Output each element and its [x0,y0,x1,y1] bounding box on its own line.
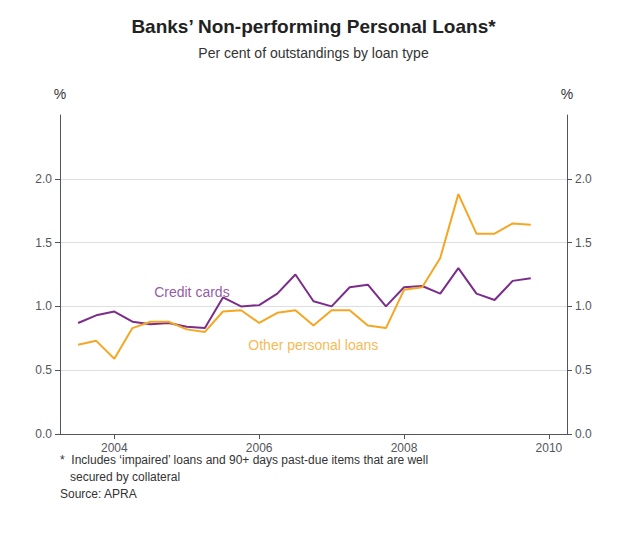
svg-text:%: % [54,86,66,102]
svg-text:0.0: 0.0 [575,427,592,441]
svg-text:Banks’ Non-performing Personal: Banks’ Non-performing Personal Loans* [131,16,496,37]
svg-text:Credit cards: Credit cards [154,284,229,300]
svg-text:* Includes ‘impaired’ loans a: * Includes ‘impaired’ loans and 90+ days… [60,453,428,467]
svg-text:2.0: 2.0 [575,172,592,186]
svg-text:Source: APRA: Source: APRA [60,487,137,501]
svg-text:1.5: 1.5 [35,236,52,250]
svg-text:1.5: 1.5 [575,236,592,250]
svg-text:2004: 2004 [101,441,128,455]
svg-text:Per cent of outstandings by lo: Per cent of outstandings by loan type [198,45,429,61]
svg-text:0.0: 0.0 [35,427,52,441]
svg-text:0.5: 0.5 [575,363,592,377]
svg-text:1.0: 1.0 [575,299,592,313]
svg-text:2.0: 2.0 [35,172,52,186]
svg-text:Other personal loans: Other personal loans [248,337,378,353]
svg-text:2006: 2006 [246,441,273,455]
svg-text:2010: 2010 [536,441,563,455]
svg-text:secured by collateral: secured by collateral [60,470,180,484]
svg-text:%: % [561,86,573,102]
svg-text:2008: 2008 [391,441,418,455]
svg-text:0.5: 0.5 [35,363,52,377]
svg-text:1.0: 1.0 [35,299,52,313]
